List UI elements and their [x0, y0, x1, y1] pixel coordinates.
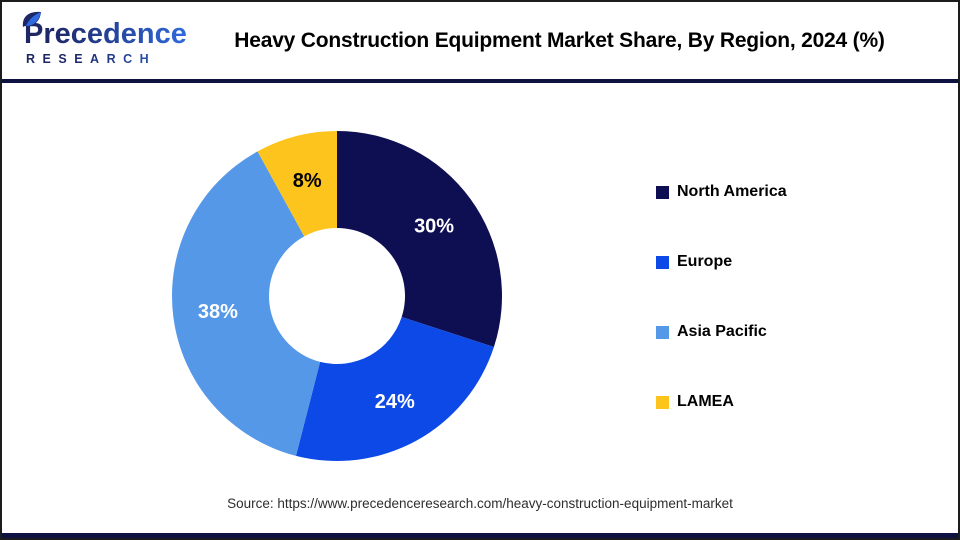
slice-europe [295, 317, 494, 461]
page-title: Heavy Construction Equipment Market Shar… [234, 28, 885, 52]
slice-asia-pacific [172, 151, 321, 456]
legend-marker-icon [656, 395, 669, 409]
logo-text-precedence: Precedence [24, 19, 219, 49]
slice-value-label: 24% [375, 391, 415, 413]
slice-value-label: 8% [293, 170, 322, 192]
brand-logo: Precedence RESEARCH [22, 11, 219, 66]
title-wrap: Heavy Construction Equipment Market Shar… [219, 29, 928, 53]
legend-item-asia-pacific: Asia Pacific [656, 322, 787, 342]
legend: North America Europe Asia Pacific LAMEA [656, 182, 787, 462]
leaf-icon [20, 9, 44, 38]
legend-label: North America [677, 183, 787, 200]
legend-label: Asia Pacific [677, 323, 767, 340]
slice-north-america [337, 131, 502, 347]
chart-area: 30% 24% 38% 8% North America Europe Asia Paci… [2, 83, 958, 533]
slice-value-label: 38% [198, 301, 238, 323]
slice-value-label: 30% [414, 215, 454, 237]
donut-chart: 30% 24% 38% 8% [172, 131, 502, 461]
legend-label: Europe [677, 253, 733, 270]
bottom-strip [2, 533, 958, 538]
legend-item-europe: Europe [656, 252, 787, 272]
logo-text-research: RESEARCH [26, 52, 219, 66]
legend-marker-icon [656, 325, 669, 339]
legend-item-lamea: LAMEA [656, 392, 787, 412]
header-divider [2, 79, 958, 83]
header: Precedence RESEARCH Heavy Construction E… [2, 2, 958, 79]
legend-marker-icon [656, 185, 669, 199]
legend-marker-icon [656, 255, 669, 269]
legend-label: LAMEA [677, 393, 734, 410]
legend-item-north-america: North America [656, 182, 787, 202]
slice-lamea [257, 131, 337, 237]
source-text: Source: https://www.precedenceresearch.c… [227, 496, 733, 511]
